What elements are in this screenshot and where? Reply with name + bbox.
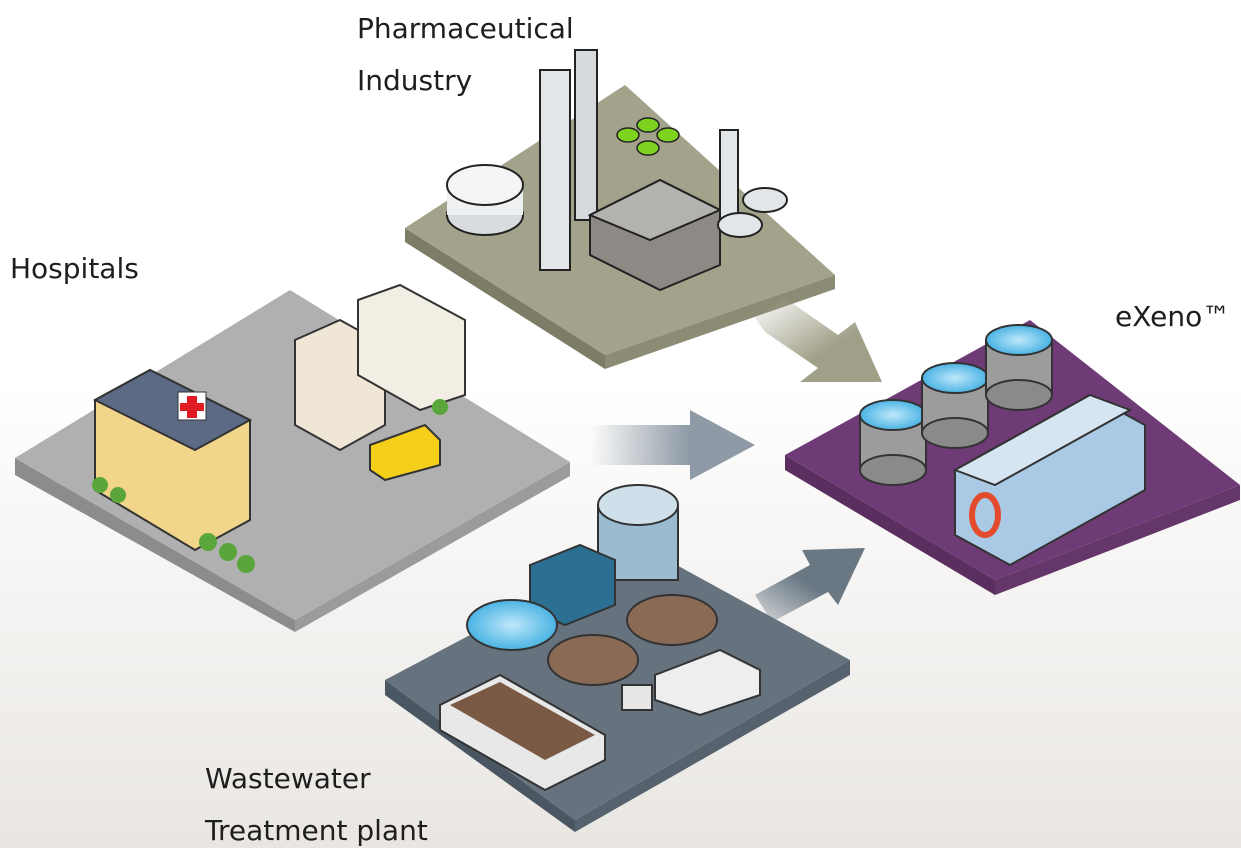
node-label: Pharmaceutical [357, 12, 574, 45]
diagram: Pharmaceutical Industry Hospitals eXeno™… [0, 0, 1241, 848]
node-label: Wastewater [205, 762, 371, 795]
node-label: eXeno™ [1115, 300, 1230, 333]
node-label: Hospitals [10, 252, 139, 285]
node-label: Industry [357, 64, 472, 97]
node-label: Treatment plant [204, 814, 428, 847]
